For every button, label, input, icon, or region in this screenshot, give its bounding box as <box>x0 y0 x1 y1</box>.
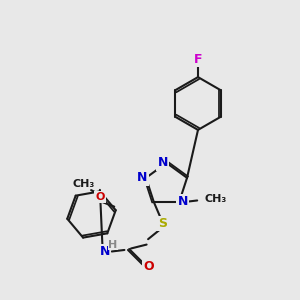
Text: CH₃: CH₃ <box>73 178 95 188</box>
Text: CH₃: CH₃ <box>204 194 226 204</box>
Text: N: N <box>178 196 188 208</box>
Text: F: F <box>194 52 202 66</box>
Text: N: N <box>158 156 168 170</box>
Text: O: O <box>144 260 154 273</box>
Text: N: N <box>137 171 148 184</box>
Text: H: H <box>108 240 118 250</box>
Text: O: O <box>95 192 105 202</box>
Text: S: S <box>158 217 167 230</box>
Text: N: N <box>100 245 110 258</box>
